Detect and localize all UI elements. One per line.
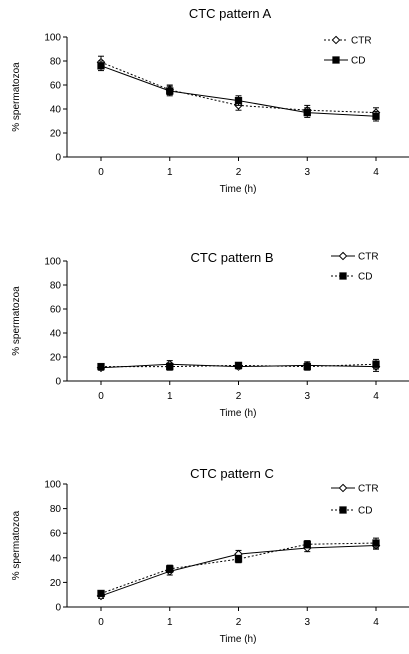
series-cd: CD xyxy=(97,272,380,371)
chart-panel-3: CTC pattern C 0 20 40 60 80 100 0 1 2 3 4 Time (h) % … xyxy=(11,466,409,645)
y-tick-label: 100 xyxy=(44,257,61,268)
legend-label: CTR xyxy=(358,484,379,495)
y-tick-label: 80 xyxy=(50,281,62,292)
data-point xyxy=(372,360,380,368)
data-point xyxy=(303,540,311,548)
legend-label: CD xyxy=(351,56,365,67)
legend-marker xyxy=(338,251,348,261)
chart-panel-1: CTC pattern A 0 20 40 60 80 100 0 1 2 3 4 Time (h) % … xyxy=(11,6,409,195)
data-point xyxy=(166,87,174,95)
data-point xyxy=(97,62,105,70)
data-point xyxy=(372,112,380,120)
x-tick-label: 2 xyxy=(236,167,242,178)
y-tick-label: 60 xyxy=(50,81,62,92)
legend-marker xyxy=(338,483,348,493)
x-tick-label: 4 xyxy=(373,167,379,178)
y-tick-label: 0 xyxy=(55,603,61,614)
x-axis-label: Time (h) xyxy=(220,634,257,645)
y-tick-label: 80 xyxy=(50,57,62,68)
x-tick-label: 0 xyxy=(98,391,104,402)
data-point xyxy=(97,362,105,371)
x-tick-label: 1 xyxy=(167,167,173,178)
x-axis-label: Time (h) xyxy=(220,408,257,419)
y-tick-label: 0 xyxy=(55,377,61,388)
y-axis-label: % spermatozoa xyxy=(11,62,22,132)
series-line xyxy=(100,542,377,594)
legend-marker xyxy=(332,56,340,64)
y-tick-label: 40 xyxy=(50,329,62,340)
data-point xyxy=(234,361,243,370)
chart-panel-2: CTC pattern B 0 20 40 60 80 100 0 1 2 3 4 Time (h) % … xyxy=(11,250,409,419)
legend-marker xyxy=(339,272,347,280)
legend-label: CTR xyxy=(358,252,379,263)
data-point xyxy=(372,539,380,547)
chart-title: CTC pattern C xyxy=(190,466,274,481)
legend-label: CD xyxy=(358,272,372,283)
x-tick-label: 4 xyxy=(373,617,379,628)
x-tick-label: 0 xyxy=(98,167,104,178)
x-tick-label: 2 xyxy=(236,617,242,628)
y-tick-label: 0 xyxy=(55,153,61,164)
legend-marker xyxy=(331,35,341,45)
chart-title: CTC pattern B xyxy=(190,250,273,265)
data-point xyxy=(303,362,311,371)
data-point xyxy=(234,96,243,105)
y-tick-label: 100 xyxy=(44,480,61,491)
x-tick-label: 3 xyxy=(304,617,310,628)
legend-label: CD xyxy=(358,506,372,517)
series-ctr: CTR xyxy=(96,251,381,373)
legend-marker xyxy=(339,506,347,514)
y-tick-label: 20 xyxy=(50,129,62,140)
data-point xyxy=(97,589,105,598)
data-point xyxy=(166,362,174,371)
x-tick-label: 3 xyxy=(304,167,310,178)
x-tick-label: 4 xyxy=(373,391,379,402)
y-tick-label: 20 xyxy=(50,578,62,589)
data-point xyxy=(166,565,174,573)
x-tick-label: 3 xyxy=(304,391,310,402)
data-point xyxy=(303,108,311,117)
series-ctr: CTR xyxy=(96,483,381,601)
x-axis-label: Time (h) xyxy=(220,184,257,195)
y-tick-label: 40 xyxy=(50,553,62,564)
y-axis-label: % spermatozoa xyxy=(11,286,22,356)
y-tick-label: 20 xyxy=(50,353,62,364)
x-tick-label: 1 xyxy=(167,617,173,628)
y-tick-label: 40 xyxy=(50,105,62,116)
y-tick-label: 60 xyxy=(50,305,62,316)
x-tick-label: 1 xyxy=(167,391,173,402)
y-axis-label: % spermatozoa xyxy=(11,510,22,580)
legend-label: CTR xyxy=(351,36,372,47)
series-cd: CD xyxy=(97,56,380,122)
y-tick-label: 60 xyxy=(50,529,62,540)
chart-title: CTC pattern A xyxy=(189,6,272,21)
x-tick-label: 2 xyxy=(236,391,242,402)
y-tick-label: 100 xyxy=(44,33,61,44)
x-tick-label: 0 xyxy=(98,617,104,628)
series-cd: CD xyxy=(97,506,380,598)
y-tick-label: 80 xyxy=(50,504,62,515)
data-point xyxy=(234,555,243,563)
